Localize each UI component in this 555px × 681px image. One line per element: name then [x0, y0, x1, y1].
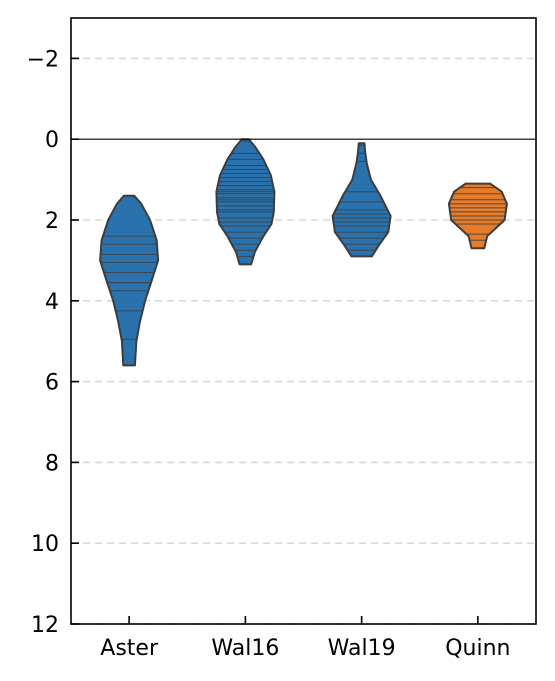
y-tick-label: 12: [31, 613, 59, 638]
x-tick-label-wal16: Wal16: [211, 636, 279, 661]
y-tick-label: 10: [31, 532, 59, 557]
y-tick-label: 0: [45, 128, 59, 153]
plot-frame: [70, 17, 537, 625]
y-tick-label: 6: [45, 371, 59, 396]
axes: [70, 17, 537, 625]
y-tick-label: 8: [45, 451, 59, 476]
y-tick-label: −2: [27, 47, 59, 72]
grid-lines: [71, 57, 536, 625]
violin-body-wal19: [331, 142, 392, 258]
y-tick-label: 2: [45, 209, 59, 234]
x-tick-label-aster: Aster: [100, 636, 159, 661]
y-tick-label: 4: [45, 290, 59, 315]
violins: [71, 138, 536, 367]
x-tick-label-wal19: Wal19: [328, 636, 396, 661]
violin-body-aster: [99, 194, 160, 367]
ticks: −2 0 2 4 6 8 10 12 Aster Wal16 Wal19 Quinn: [27, 47, 511, 661]
x-tick-label-quinn: Quinn: [445, 636, 510, 661]
